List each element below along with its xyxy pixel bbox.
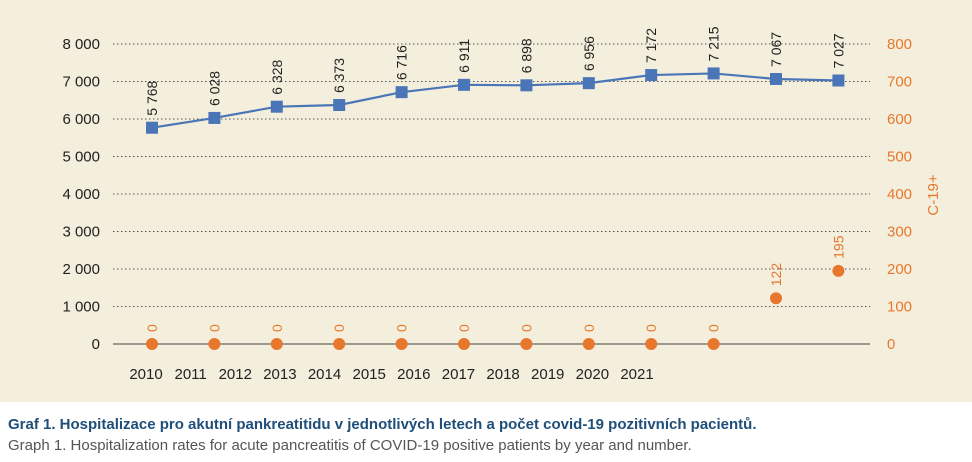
x-tick-label: 2018 xyxy=(486,366,519,383)
hospitalization-point xyxy=(707,67,720,80)
right-tick-label: 0 xyxy=(887,336,895,353)
right-tick-label: 800 xyxy=(887,36,912,53)
x-tick-label: 2019 xyxy=(531,366,564,383)
x-tick-label: 2021 xyxy=(620,366,653,383)
covid-positive-point xyxy=(645,338,658,350)
covid-positive-data-label: 0 xyxy=(269,324,285,332)
hospitalization-data-label: 6 328 xyxy=(269,59,285,94)
hospitalization-data-label: 6 898 xyxy=(518,38,534,73)
hospitalization-data-label: 6 911 xyxy=(456,39,472,73)
x-tick-label: 2010 xyxy=(129,366,162,383)
right-axis-label: C-19+ xyxy=(925,174,942,216)
left-tick-label: 6 000 xyxy=(62,111,100,128)
left-tick-label: 8 000 xyxy=(62,36,100,53)
hospitalization-point xyxy=(395,86,408,99)
hospitalization-point xyxy=(520,79,533,92)
hospitalization-point xyxy=(770,72,782,85)
covid-positive-data-label: 0 xyxy=(206,324,222,332)
x-tick-label: 2016 xyxy=(397,366,430,383)
covid-positive-point xyxy=(458,338,470,350)
x-tick-label: 2017 xyxy=(442,366,475,383)
covid-positive-point xyxy=(208,338,221,350)
hospitalization-data-label: 6 028 xyxy=(206,71,222,106)
covid-positive-data-label: 195 xyxy=(830,235,846,259)
right-tick-label: 300 xyxy=(887,224,912,241)
left-tick-label: 7 000 xyxy=(62,74,100,91)
covid-positive-point xyxy=(146,338,158,350)
hospitalization-point xyxy=(645,69,658,82)
hospitalization-point xyxy=(832,74,845,87)
x-tick-label: 2020 xyxy=(576,366,609,383)
hospitalization-data-label: 7 215 xyxy=(706,26,722,61)
covid-positive-data-label: 0 xyxy=(643,324,659,332)
chart: 0 1 000 2 000 3 000 4 000 5 000 6 000 7 000 8 00… xyxy=(62,26,942,383)
covid-positive-point xyxy=(520,338,533,350)
x-tick-label: 2013 xyxy=(263,366,296,383)
hospitalization-data-label: 5 768 xyxy=(144,80,160,115)
x-tick-label: 2012 xyxy=(219,366,252,383)
right-tick-label: 600 xyxy=(887,111,912,128)
left-tick-label: 3 000 xyxy=(62,224,100,241)
left-tick-label: 5 000 xyxy=(62,149,100,166)
left-tick-label: 2 000 xyxy=(62,261,100,278)
hospitalization-data-label: 7 172 xyxy=(643,28,659,63)
right-tick-label: 200 xyxy=(887,261,912,278)
covid-positive-data-label: 0 xyxy=(706,324,722,332)
series-line-hospitalizations xyxy=(151,72,839,129)
right-tick-label: 100 xyxy=(887,299,912,316)
hospitalization-data-label: 7 027 xyxy=(830,33,846,68)
covid-positive-point xyxy=(395,338,408,350)
hospitalization-data-label: 6 956 xyxy=(581,36,597,71)
hospitalization-point xyxy=(458,78,470,91)
hospitalization-point xyxy=(582,77,595,90)
x-tick-label: 2015 xyxy=(352,366,385,383)
hospitalization-data-label: 6 373 xyxy=(331,58,347,93)
covid-positive-data-label: 122 xyxy=(768,263,784,287)
hospitalization-point xyxy=(333,99,346,112)
hospitalization-point xyxy=(270,100,283,113)
covid-positive-point xyxy=(333,338,346,350)
right-tick-label: 500 xyxy=(887,149,912,166)
covid-positive-data-label: 0 xyxy=(456,324,472,332)
x-tick-label: 2011 xyxy=(175,366,207,383)
covid-positive-point xyxy=(707,338,720,350)
covid-positive-data-label: 0 xyxy=(394,324,410,332)
left-tick-label: 1 000 xyxy=(62,299,100,316)
covid-positive-point xyxy=(832,264,845,277)
right-tick-label: 700 xyxy=(887,74,912,91)
hospitalization-point xyxy=(146,121,158,134)
covid-positive-point xyxy=(770,292,782,305)
covid-positive-data-label: 0 xyxy=(518,324,534,332)
caption-english: Graph 1. Hospitalization rates for acute… xyxy=(8,437,692,454)
x-tick-label: 2014 xyxy=(308,366,341,383)
covid-positive-point xyxy=(582,338,595,350)
covid-positive-data-label: 0 xyxy=(144,324,160,332)
hospitalization-data-label: 6 716 xyxy=(394,45,410,80)
right-tick-label: 400 xyxy=(887,186,912,203)
covid-positive-data-label: 0 xyxy=(581,324,597,332)
hospitalization-point xyxy=(208,111,221,124)
left-tick-label: 0 xyxy=(92,336,100,353)
covid-positive-point xyxy=(270,338,283,350)
chart-background xyxy=(0,0,972,402)
left-tick-label: 4 000 xyxy=(62,186,100,203)
caption-czech: Graf 1. Hospitalizace pro akutní pankrea… xyxy=(8,416,757,433)
covid-positive-data-label: 0 xyxy=(331,324,347,332)
hospitalization-data-label: 7 067 xyxy=(768,32,784,67)
